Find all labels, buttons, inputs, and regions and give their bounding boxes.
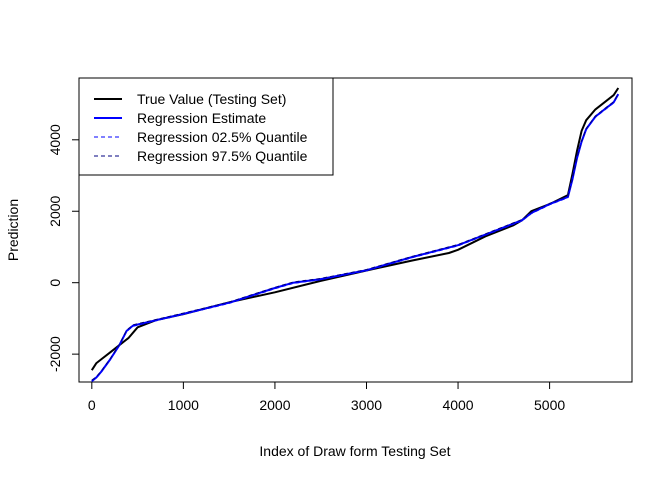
x-tick-label: 4000 bbox=[442, 397, 473, 413]
x-tick-label: 3000 bbox=[351, 397, 382, 413]
series-line-0 bbox=[90, 87, 620, 371]
x-axis-label: Index of Draw form Testing Set bbox=[259, 443, 450, 459]
legend-label: Regression 02.5% Quantile bbox=[137, 129, 308, 145]
legend: True Value (Testing Set) Regression Estim… bbox=[78, 77, 334, 176]
x-tick-label: 5000 bbox=[534, 397, 565, 413]
legend-label: Regression Estimate bbox=[137, 110, 266, 126]
x-tick-label: 2000 bbox=[259, 397, 290, 413]
y-axis-label: Prediction bbox=[5, 199, 21, 261]
x-tick-label: 1000 bbox=[168, 397, 199, 413]
y-tick-label: 2000 bbox=[47, 195, 63, 226]
series-line-3 bbox=[91, 93, 619, 381]
legend-label: Regression 97.5% Quantile bbox=[137, 148, 308, 164]
axes: 0 1000 2000 3000 4000 5000 -2000 0 2000 4000 bbox=[47, 124, 565, 413]
legend-box bbox=[78, 77, 334, 176]
y-tick-label: -2000 bbox=[47, 336, 63, 372]
legend-label: True Value (Testing Set) bbox=[137, 91, 286, 107]
x-tick-label: 0 bbox=[88, 397, 96, 413]
series-layer bbox=[90, 87, 620, 382]
y-tick-label: 0 bbox=[47, 279, 63, 287]
y-tick-label: 4000 bbox=[47, 124, 63, 155]
